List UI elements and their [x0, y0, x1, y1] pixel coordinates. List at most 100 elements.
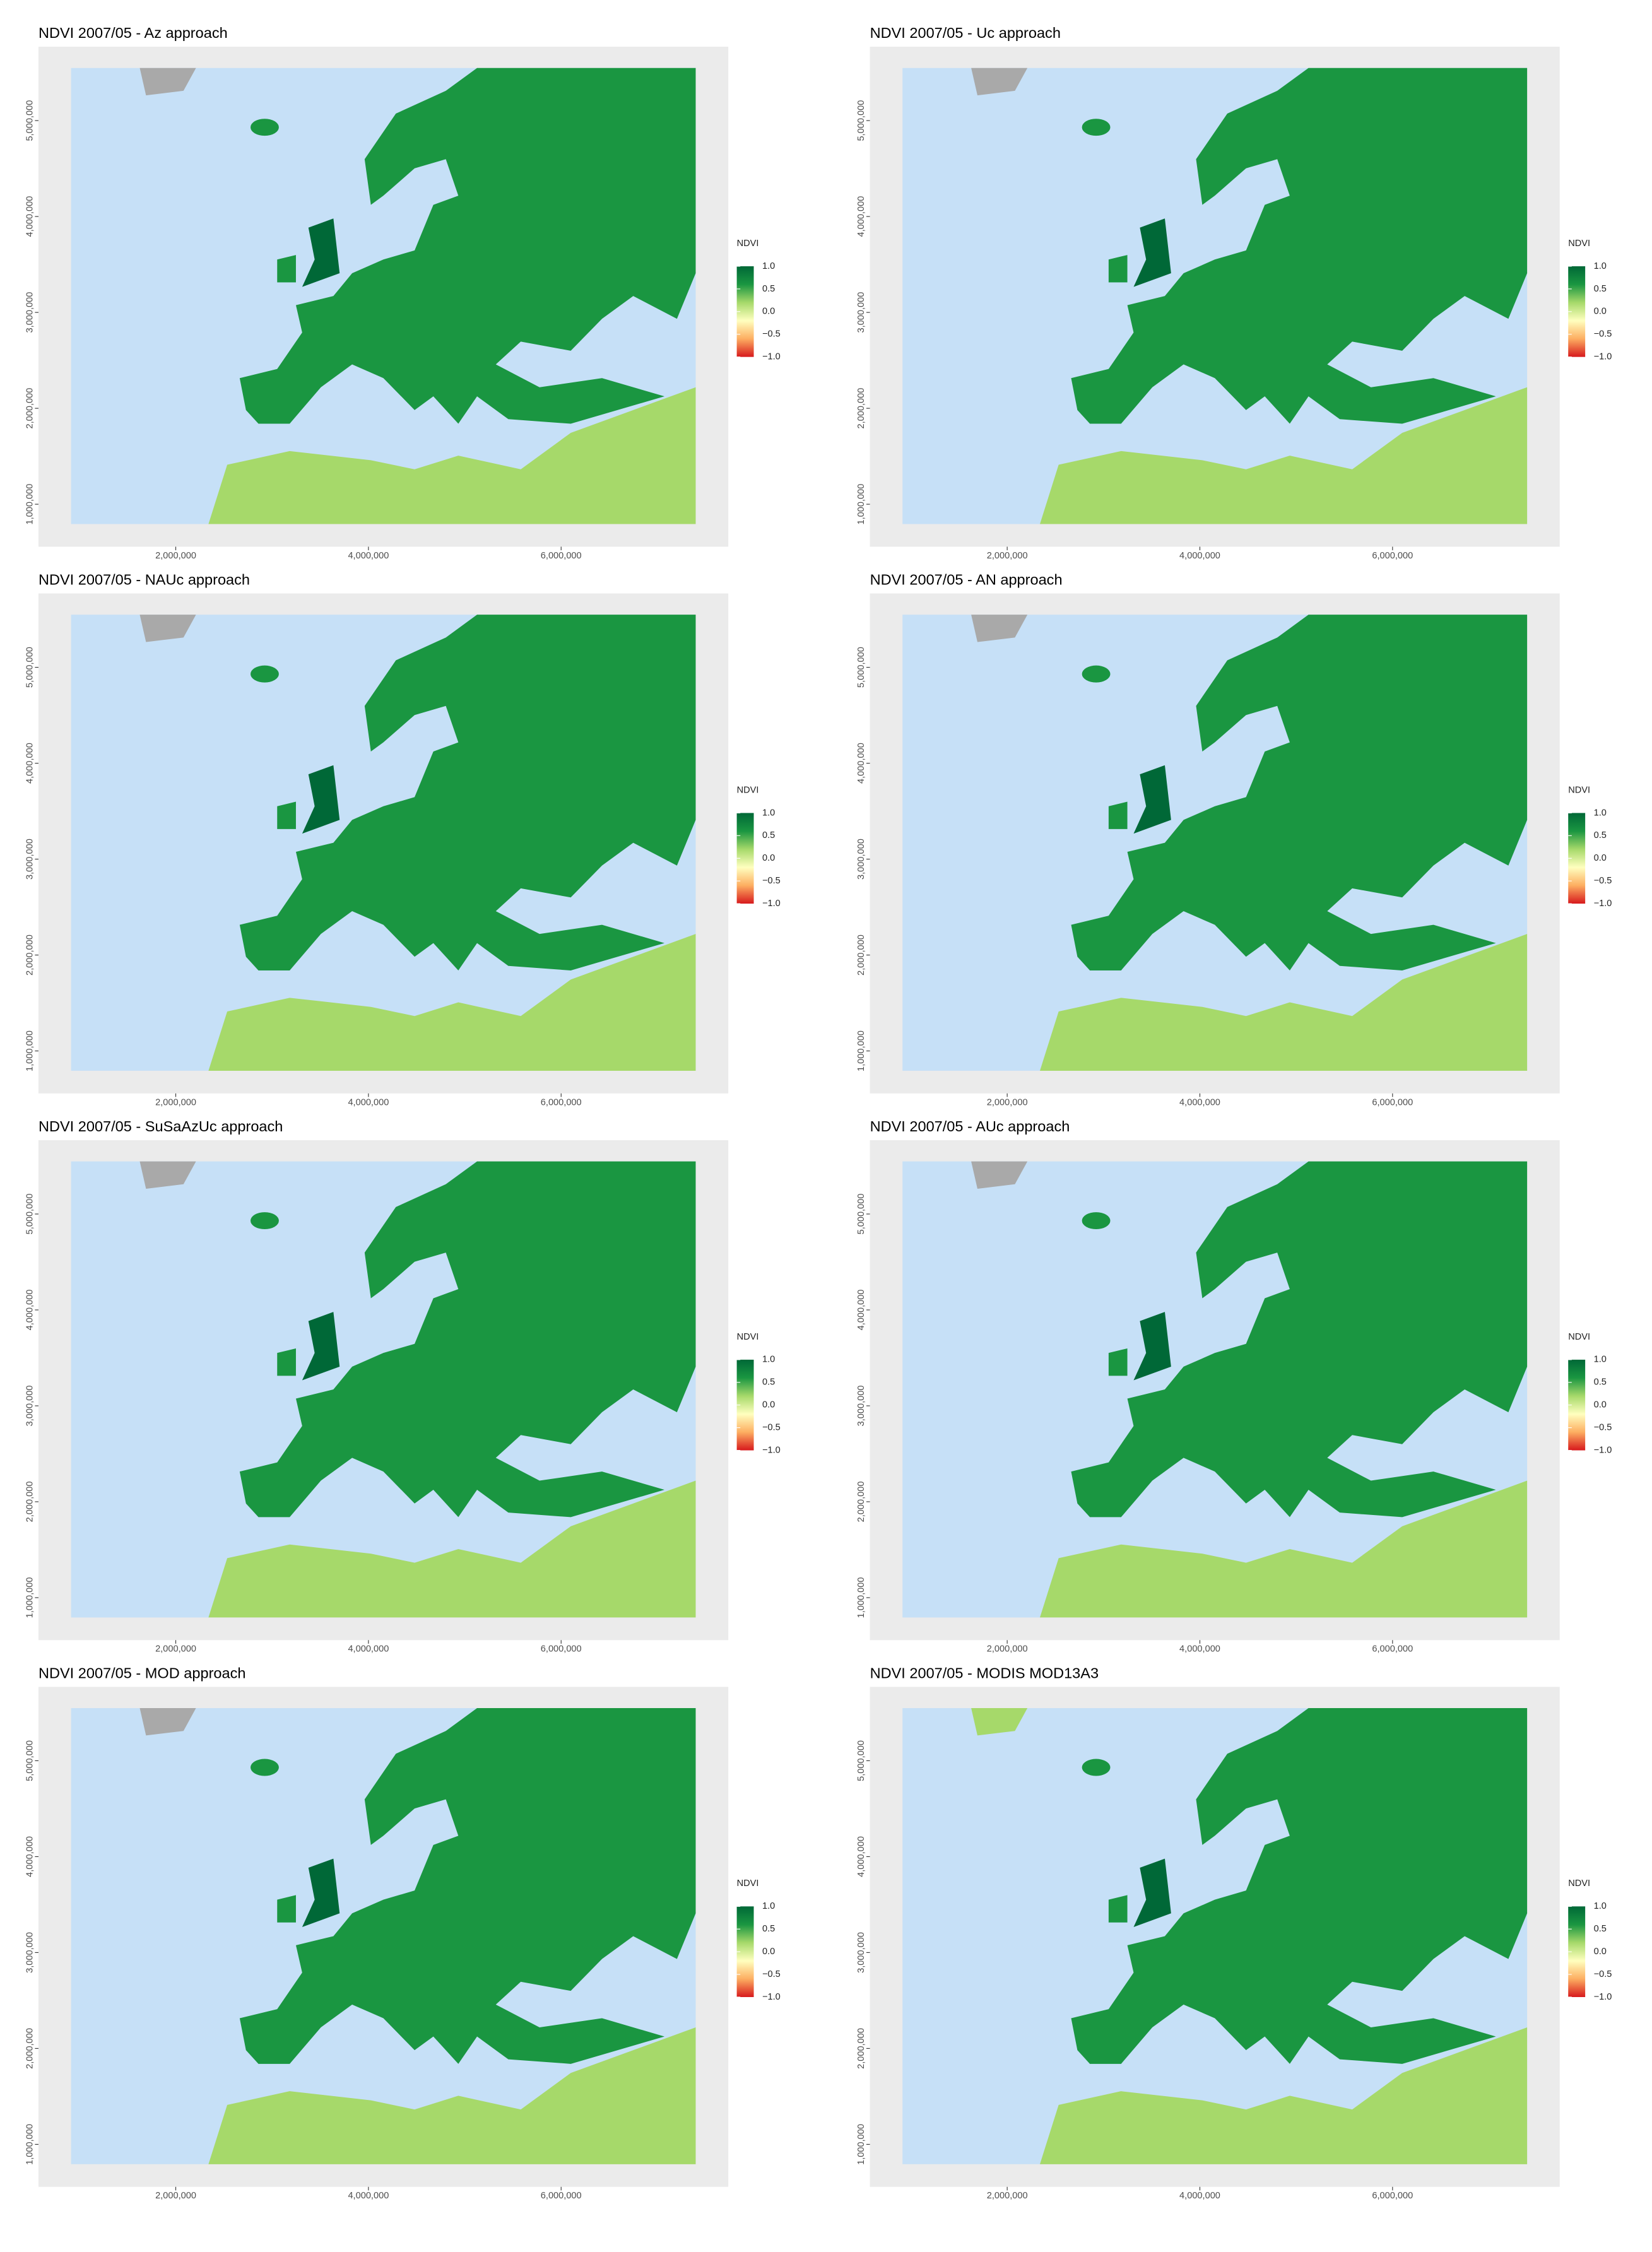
y-tick-label: 4,000,000 — [25, 1290, 35, 1331]
land-africa — [208, 1480, 696, 1618]
y-tick-label: 3,000,000 — [856, 292, 866, 333]
land-africa — [208, 934, 696, 1071]
colorbar-tick-label: −1.0 — [1594, 1992, 1612, 2002]
x-tick-label: 2,000,000 — [155, 551, 196, 561]
colorbar-tick-label: −0.5 — [1594, 329, 1612, 339]
colorbar-tick-label: 1.0 — [1594, 261, 1607, 271]
y-tick-label: 2,000,000 — [25, 1482, 35, 1523]
x-tick-label: 2,000,000 — [155, 1644, 196, 1654]
land-africa — [1039, 934, 1528, 1071]
land-iceland — [251, 665, 279, 683]
land-iceland — [251, 119, 279, 136]
y-tick-label: 5,000,000 — [856, 1194, 866, 1235]
x-tick-label: 4,000,000 — [1179, 2191, 1220, 2201]
y-tick-label: 2,000,000 — [856, 1482, 866, 1523]
colorbar-tick-label: −0.5 — [762, 876, 781, 886]
colorbar-tick-label: 1.0 — [762, 808, 775, 818]
panel-title: NDVI 2007/05 - NAUc approach — [38, 572, 250, 588]
land-europe — [1071, 1161, 1528, 1518]
x-tick-label: 4,000,000 — [1179, 1097, 1220, 1107]
y-tick-label: 4,000,000 — [856, 196, 866, 237]
colorbar-tick-label: −0.5 — [762, 329, 781, 339]
map-panel: NDVI 2007/05 - MODIS MOD13A3 2,000,000 4,0… — [856, 1665, 1612, 2201]
colorbar-tick-label: 0.0 — [1594, 1400, 1607, 1410]
y-tick-label: 3,000,000 — [25, 1932, 35, 1973]
colorbar-tick-label: 1.0 — [762, 1901, 775, 1911]
x-tick-label: 2,000,000 — [987, 2191, 1028, 2201]
land-ireland — [1108, 255, 1128, 283]
y-tick-label: 5,000,000 — [25, 647, 35, 688]
legend-title: NDVI — [1568, 239, 1590, 249]
land-ireland — [277, 255, 296, 283]
colorbar-tick-label: −0.5 — [762, 1969, 781, 1979]
y-tick-label: 4,000,000 — [856, 743, 866, 784]
legend-title: NDVI — [737, 1332, 759, 1342]
legend-title: NDVI — [737, 785, 759, 795]
x-tick-label: 2,000,000 — [987, 551, 1028, 561]
land-ireland — [277, 801, 296, 829]
y-tick-label: 2,000,000 — [25, 388, 35, 429]
panel-title: NDVI 2007/05 - SuSaAzUc approach — [38, 1118, 283, 1135]
land-africa — [208, 387, 696, 524]
colorbar-tick-label: 0.0 — [762, 1947, 775, 1957]
colorbar-tick-label: −1.0 — [762, 899, 781, 909]
legend-title: NDVI — [737, 239, 759, 249]
y-tick-label: 3,000,000 — [856, 839, 866, 880]
land-britain — [1133, 218, 1171, 287]
land-africa — [1039, 387, 1528, 524]
land-iceland — [251, 1212, 279, 1230]
y-tick-label: 1,000,000 — [25, 1030, 35, 1071]
land-europe — [239, 1161, 696, 1518]
y-tick-label: 2,000,000 — [856, 388, 866, 429]
x-tick-label: 6,000,000 — [1372, 2191, 1413, 2201]
y-tick-label: 4,000,000 — [25, 196, 35, 237]
y-tick-label: 4,000,000 — [856, 1290, 866, 1331]
colorbar-tick-label: −0.5 — [1594, 1969, 1612, 1979]
colorbar-tick-label: −0.5 — [1594, 1422, 1612, 1432]
land-britain — [302, 218, 340, 287]
legend-title: NDVI — [737, 1878, 759, 1889]
land-europe — [239, 615, 696, 970]
colorbar-tick-label: −1.0 — [762, 1992, 781, 2002]
y-tick-label: 4,000,000 — [25, 1836, 35, 1877]
colorbar-tick-label: 0.5 — [762, 1377, 775, 1388]
y-tick-label: 2,000,000 — [25, 2028, 35, 2069]
y-tick-label: 1,000,000 — [856, 1030, 866, 1071]
map-panel: NDVI 2007/05 - MOD approach 2,000,000 4,00… — [25, 1665, 780, 2201]
y-tick-label: 3,000,000 — [25, 1386, 35, 1427]
x-tick-label: 4,000,000 — [1179, 551, 1220, 561]
land-greenland — [971, 615, 1028, 642]
land-iceland — [1082, 119, 1111, 136]
land-iceland — [1082, 665, 1111, 683]
land-greenland — [139, 615, 196, 642]
legend-title: NDVI — [1568, 1878, 1590, 1889]
y-tick-label: 5,000,000 — [25, 1194, 35, 1235]
y-tick-label: 3,000,000 — [856, 1932, 866, 1973]
colorbar-tick-label: 1.0 — [762, 261, 775, 271]
y-tick-label: 3,000,000 — [856, 1386, 866, 1427]
colorbar-tick-label: 0.0 — [762, 307, 775, 317]
colorbar-tick-label: 1.0 — [1594, 1901, 1607, 1911]
y-tick-label: 5,000,000 — [25, 1740, 35, 1781]
land-ireland — [1108, 1348, 1128, 1376]
y-tick-label: 4,000,000 — [25, 743, 35, 784]
land-iceland — [1082, 1759, 1111, 1776]
colorbar-tick-label: 0.0 — [762, 1400, 775, 1410]
colorbar-tick-label: 0.0 — [1594, 853, 1607, 863]
land-britain — [302, 765, 340, 834]
land-europe — [1071, 68, 1528, 424]
colorbar-tick-label: −1.0 — [762, 352, 781, 362]
x-tick-label: 6,000,000 — [1372, 1097, 1413, 1107]
map-panel: NDVI 2007/05 - Az approach 2,000,000 4,000… — [25, 25, 780, 561]
y-tick-label: 1,000,000 — [25, 1577, 35, 1618]
x-tick-label: 2,000,000 — [155, 2191, 196, 2201]
land-ireland — [1108, 801, 1128, 829]
y-tick-label: 5,000,000 — [25, 100, 35, 141]
land-greenland — [139, 1708, 196, 1736]
land-britain — [302, 1858, 340, 1927]
x-tick-label: 4,000,000 — [1179, 1644, 1220, 1654]
legend-title: NDVI — [1568, 1332, 1590, 1342]
x-tick-label: 6,000,000 — [541, 1097, 582, 1107]
colorbar-tick-label: −0.5 — [1594, 876, 1612, 886]
